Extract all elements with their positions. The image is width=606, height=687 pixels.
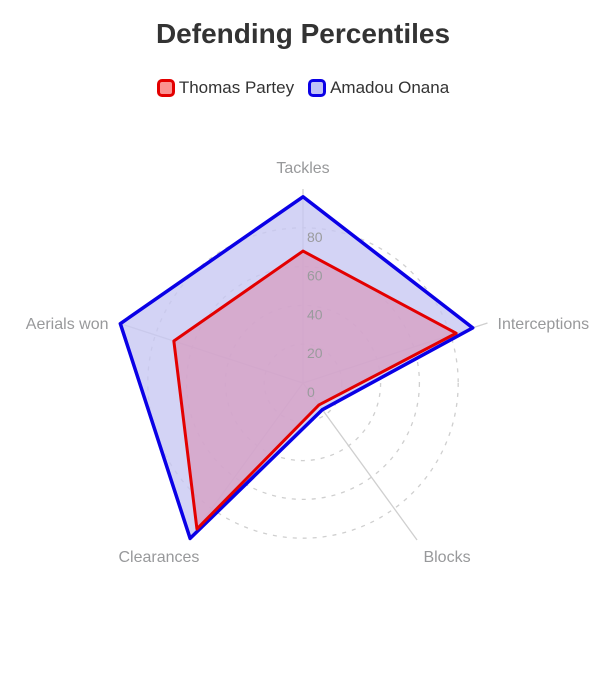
legend-label-1: Amadou Onana: [330, 78, 449, 98]
legend-item-1: Amadou Onana: [308, 78, 449, 98]
radar-tick-20: 20: [307, 345, 323, 361]
radar-tick-80: 80: [307, 229, 323, 245]
radar-chart: 0 20 40 60 80 Tackles Interceptions Blocks Clear…: [0, 108, 606, 638]
legend: Thomas Partey Amadou Onana: [0, 78, 606, 98]
legend-item-0: Thomas Partey: [157, 78, 294, 98]
axis-label-aerials_won: Aerials won: [26, 316, 109, 333]
axis-label-tackles: Tackles: [276, 160, 329, 177]
radar-tick-60: 60: [307, 268, 323, 284]
radar-tick-40: 40: [307, 306, 323, 322]
chart-title: Defending Percentiles: [0, 18, 606, 50]
axis-label-interceptions: Interceptions: [498, 316, 590, 333]
legend-label-0: Thomas Partey: [179, 78, 294, 98]
axis-label-clearances: Clearances: [119, 549, 200, 566]
radar-tick-0: 0: [307, 384, 315, 400]
axis-label-blocks: Blocks: [423, 549, 470, 566]
legend-swatch-0: [157, 79, 175, 97]
legend-swatch-1: [308, 79, 326, 97]
